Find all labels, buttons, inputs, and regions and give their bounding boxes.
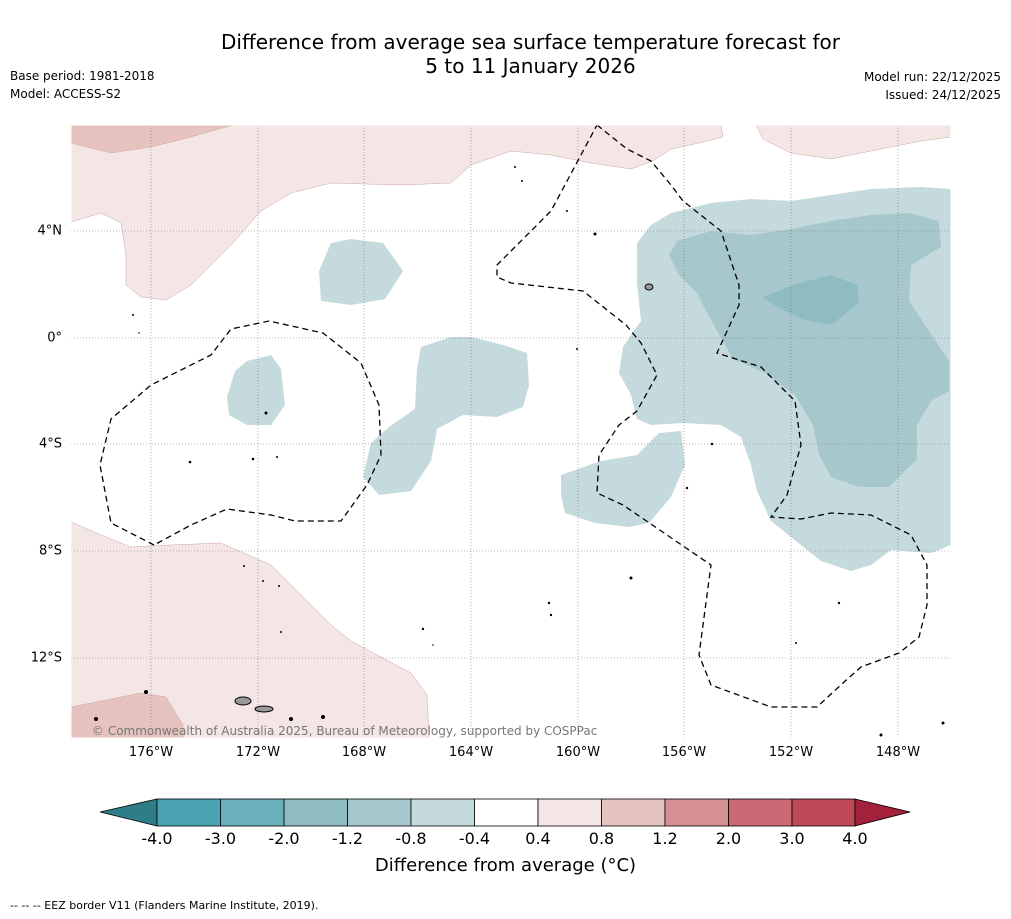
- lon-label: 152°W: [768, 745, 814, 760]
- lat-label: 4°N: [37, 223, 63, 239]
- colorbar-segment: [537, 798, 602, 827]
- lon-label: 176°W: [128, 745, 174, 760]
- sst-anomaly-map: [71, 125, 951, 738]
- island-samoa-upolu: [254, 705, 274, 713]
- colorbar-segment: [664, 798, 729, 827]
- colorbar-tick: 0.4: [525, 829, 551, 848]
- small-islets: [94, 166, 945, 737]
- lat-label: 12°S: [30, 650, 62, 666]
- cool-region-west: [227, 355, 285, 425]
- cool-region-west-north: [319, 239, 403, 305]
- colorbar-tick: 4.0: [842, 829, 868, 848]
- colorbar-tick: -4.0: [141, 829, 173, 848]
- cool-region-central: [363, 337, 529, 495]
- eez-border-kiribati-line: [496, 125, 928, 708]
- lon-label: 148°W: [875, 745, 921, 760]
- colorbar-extend-high: [854, 798, 911, 827]
- graticule: [71, 125, 951, 738]
- lat-label: 8°S: [38, 543, 62, 559]
- colorbar-tick: 3.0: [779, 829, 805, 848]
- lat-label: 4°S: [38, 436, 62, 452]
- colorbar-segment: [474, 798, 539, 827]
- eez-borders: [99, 125, 928, 708]
- metadata-left: Base period: 1981-2018 Model: ACCESS-S2: [10, 67, 155, 103]
- colorbar-tick: -0.4: [458, 829, 491, 848]
- island-kiritimati: [644, 283, 654, 291]
- lon-label: 156°W: [661, 745, 707, 760]
- cool-region-east-dark: [763, 275, 859, 325]
- title-line-1: Difference from average sea surface temp…: [220, 30, 840, 54]
- title-line-2: 5 to 11 January 2026: [425, 54, 636, 78]
- colorbar-segment: [791, 798, 856, 827]
- colorbar-tick: 1.2: [652, 829, 678, 848]
- model-name: Model: ACCESS-S2: [10, 87, 122, 101]
- islands: [234, 283, 654, 713]
- copyright-notice: © Commonwealth of Australia 2025, Bureau…: [92, 724, 598, 738]
- lon-label: 172°W: [235, 745, 281, 760]
- warm-region-northeast: [755, 125, 951, 160]
- warm-region-north: [71, 125, 724, 301]
- colorbar-tick: 0.8: [588, 829, 615, 848]
- warm-region-southwest: [71, 521, 430, 738]
- eez-legend-footnote: -- -- -- EEZ border V11 (Flanders Marine…: [10, 899, 319, 912]
- lat-label: 0°: [47, 330, 62, 346]
- cool-region-east-mid: [669, 213, 949, 487]
- island-samoa-savaii: [234, 696, 252, 706]
- colorbar-tick: 2.0: [715, 829, 742, 848]
- lon-label: 160°W: [555, 745, 601, 760]
- model-run: Model run: 22/12/2025: [863, 70, 1001, 84]
- colorbar-segment: [601, 798, 666, 827]
- eez-border-kiribati-phoenix: [99, 320, 382, 546]
- lon-label: 168°W: [341, 745, 387, 760]
- colorbar-tick: -2.0: [268, 829, 300, 848]
- warm-region-southwest-mid: [71, 692, 184, 738]
- colorbar-title: Difference from average (°C): [374, 855, 637, 876]
- lon-label: 164°W: [448, 745, 494, 760]
- colorbar-segment: [220, 798, 285, 827]
- colorbar: [100, 798, 911, 827]
- colorbar-tick: -0.8: [395, 829, 427, 848]
- colorbar-segment: [728, 798, 793, 827]
- colorbar-segment: [156, 798, 221, 827]
- colorbar-extend-low: [100, 798, 158, 827]
- colorbar-segment: [283, 798, 348, 827]
- colorbar-segment: [410, 798, 475, 827]
- base-period: Base period: 1981-2018: [10, 69, 155, 83]
- map-title: Difference from average sea surface temp…: [0, 30, 1011, 78]
- colorbar-tick: -1.2: [331, 829, 364, 848]
- issued-date: Issued: 24/12/2025: [885, 88, 1001, 102]
- colorbar-segment: [347, 798, 412, 827]
- metadata-right: Model run: 22/12/2025 Issued: 24/12/2025: [864, 68, 1001, 104]
- cool-region-central-south: [561, 431, 685, 527]
- colorbar-tick: -3.0: [204, 829, 237, 848]
